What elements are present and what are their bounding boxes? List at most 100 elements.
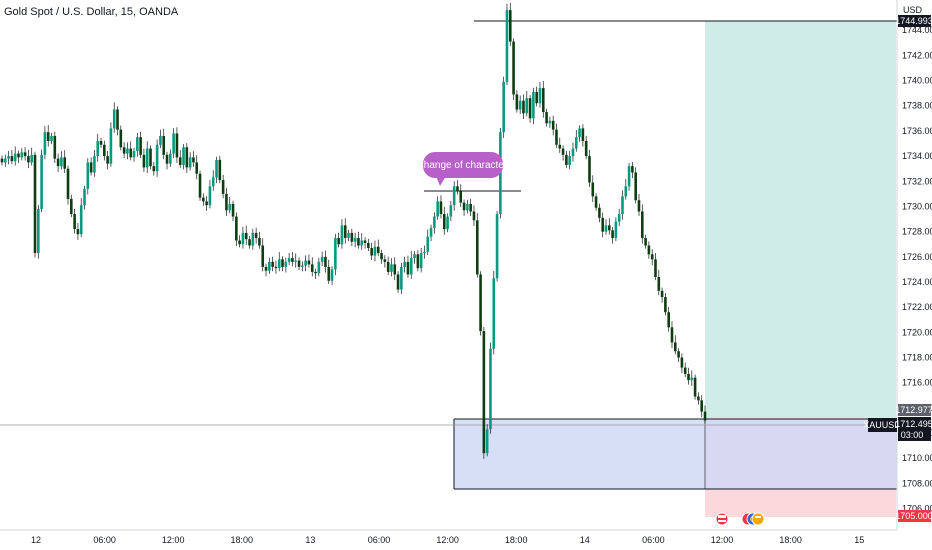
candle-body xyxy=(535,91,538,104)
candle xyxy=(4,154,7,167)
candle xyxy=(426,229,430,255)
candle-body xyxy=(363,240,367,243)
candle-body xyxy=(664,297,667,313)
candle-body xyxy=(268,261,271,271)
candle xyxy=(337,232,340,248)
svg-text:1705.000: 1705.000 xyxy=(895,511,932,521)
candle-body xyxy=(693,377,697,397)
candle-body xyxy=(654,259,657,277)
price-tick-label: 1728.000 xyxy=(902,227,932,237)
time-tick-label: 06:00 xyxy=(93,535,116,545)
candle xyxy=(383,255,387,268)
candle-body xyxy=(241,232,245,245)
candle xyxy=(46,125,50,147)
candle-body xyxy=(142,154,146,168)
candle xyxy=(96,133,100,162)
candle xyxy=(334,233,337,276)
candle xyxy=(551,115,555,136)
candle-body xyxy=(215,159,218,178)
time-tick-label: 13 xyxy=(305,535,315,545)
candle xyxy=(142,148,146,172)
candle-body xyxy=(475,220,479,275)
candle-body xyxy=(472,211,476,221)
candle xyxy=(205,196,208,211)
candle-body xyxy=(314,271,317,274)
candle xyxy=(218,155,222,184)
candle-body xyxy=(129,148,133,158)
candle-body xyxy=(334,237,337,270)
candle xyxy=(76,222,80,240)
candle xyxy=(640,204,644,244)
candle xyxy=(594,193,598,211)
candle xyxy=(56,153,60,172)
candle-body xyxy=(482,331,486,454)
range-box xyxy=(454,419,897,489)
svg-text:1744.993: 1744.993 xyxy=(895,16,932,26)
candle xyxy=(581,124,585,147)
price-tick-label: 1736.000 xyxy=(902,126,932,136)
candle xyxy=(429,224,433,242)
candle xyxy=(624,179,628,200)
candle-body xyxy=(297,260,301,267)
candle-body xyxy=(631,166,634,173)
candle xyxy=(459,184,463,208)
candle xyxy=(10,149,14,165)
candle xyxy=(50,132,53,145)
svg-text:03:00: 03:00 xyxy=(901,430,924,440)
candle xyxy=(416,250,420,272)
candle xyxy=(195,155,199,180)
candle xyxy=(617,208,621,226)
candle-body xyxy=(106,156,109,164)
candle-body xyxy=(466,203,469,211)
candle-body xyxy=(159,135,162,145)
label-bubble xyxy=(423,152,503,178)
candle xyxy=(373,240,377,262)
stop-price-tag: 1705.000 xyxy=(895,510,932,522)
candle-body xyxy=(591,182,595,197)
candle-body xyxy=(703,411,707,421)
candle-body xyxy=(274,266,278,269)
candle xyxy=(525,91,529,117)
candle-body xyxy=(43,132,47,155)
change-of-character-label[interactable]: change of character xyxy=(419,152,508,186)
candle-body xyxy=(640,211,644,238)
candle xyxy=(274,260,278,274)
target-zone xyxy=(705,21,896,418)
candle xyxy=(211,170,215,191)
candle xyxy=(627,163,631,191)
candle-body xyxy=(637,200,641,212)
candle xyxy=(538,81,542,108)
candle-body xyxy=(555,129,558,145)
currency-label: USD xyxy=(903,5,923,15)
candle-body xyxy=(86,162,90,189)
candle xyxy=(145,141,149,174)
candle xyxy=(89,157,93,176)
price-tick-label: 1726.000 xyxy=(902,252,932,262)
candle-body xyxy=(324,256,327,267)
price-tick-label: 1722.000 xyxy=(902,302,932,312)
candle-body xyxy=(136,137,139,152)
candle-body xyxy=(139,137,142,155)
candle-body xyxy=(244,232,248,240)
candle xyxy=(518,95,522,114)
candle-body xyxy=(581,128,585,141)
candle xyxy=(116,106,119,136)
price-tick-label: 1742.000 xyxy=(902,50,932,60)
candle xyxy=(439,195,443,219)
top-price-tag: 1744.993 xyxy=(895,15,932,27)
candle xyxy=(541,80,545,118)
candle-body xyxy=(601,217,604,232)
us-flag-icon[interactable] xyxy=(751,512,765,526)
candle-body xyxy=(456,186,459,192)
candle-body xyxy=(396,274,400,290)
candle-body xyxy=(485,429,489,454)
candle-body xyxy=(83,188,86,206)
candle-body xyxy=(479,274,482,332)
candle xyxy=(139,132,142,158)
label-text: change of character xyxy=(419,160,508,171)
us-flag-icon[interactable] xyxy=(715,512,729,526)
candle xyxy=(406,255,410,278)
price-tick-label: 1744.000 xyxy=(902,25,932,35)
candle xyxy=(614,217,618,242)
